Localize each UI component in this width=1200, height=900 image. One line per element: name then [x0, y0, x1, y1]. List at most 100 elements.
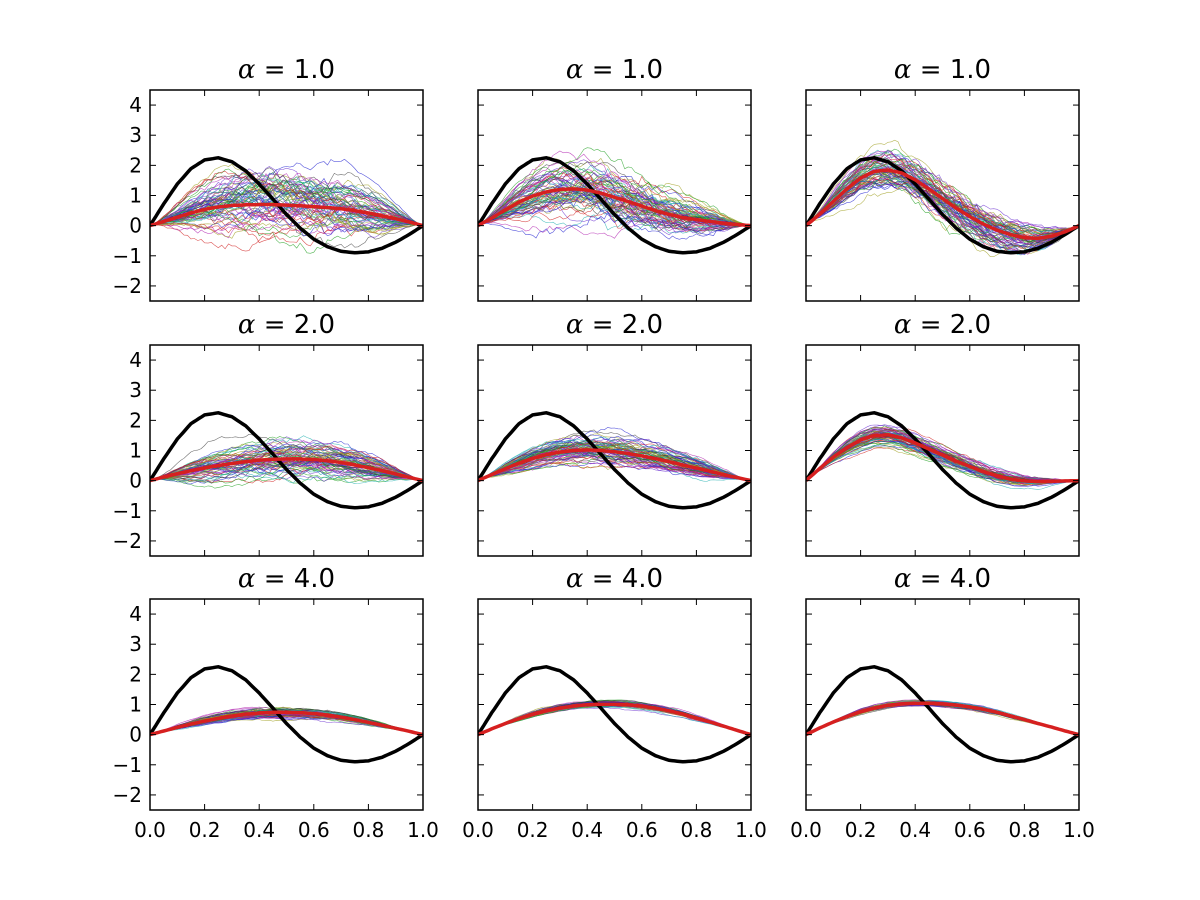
sample-curve [150, 465, 423, 482]
y-tick-label: 3 [129, 378, 142, 402]
sample-curve [806, 704, 1079, 735]
title-alpha-value: = 2.0 [583, 310, 663, 340]
mean-curve [150, 710, 423, 737]
y-tick-label: 4 [129, 602, 142, 626]
sample-curve [806, 704, 1079, 735]
subplot-3-1: 0.0 0.2 0.4 0.6 0.8 1.0 4 3 2 1 0 −1 −2 α = 4.0 [113, 564, 439, 842]
y-tick-label: −1 [113, 244, 142, 268]
title-alpha-symbol: α [238, 310, 256, 340]
sample-curve [478, 179, 751, 226]
sample-curve [478, 440, 751, 481]
sample-curve [478, 178, 751, 228]
y-tick-label: 1 [129, 439, 142, 463]
x-tick-label: 0.0 [462, 818, 494, 842]
sample-curve [806, 157, 1079, 243]
x-tick-label: 0.8 [352, 818, 384, 842]
x-tick-label: 1.0 [407, 818, 439, 842]
sample-curves [478, 147, 751, 240]
y-tick-label: 3 [129, 123, 142, 147]
subplot-title: α = 2.0 [894, 310, 991, 340]
true-function-curve [478, 665, 751, 764]
sample-curve [150, 176, 423, 226]
sample-curve [478, 179, 751, 230]
true-function-curve [806, 156, 1079, 255]
title-alpha-symbol: α [894, 310, 912, 340]
sample-curve [806, 703, 1079, 735]
sample-curve [478, 196, 751, 227]
sample-curve [150, 177, 423, 226]
true-function-curve [478, 411, 751, 510]
x-tick-label: 0.6 [954, 818, 986, 842]
sample-curve [478, 449, 751, 481]
y-tick-label: 4 [129, 348, 142, 372]
y-tick-label: −2 [113, 529, 142, 553]
sample-curve [806, 704, 1079, 735]
sample-curve [806, 704, 1079, 735]
sample-curve [478, 186, 751, 227]
true-function-curve [806, 665, 1079, 764]
title-alpha-symbol: α [894, 564, 912, 594]
title-alpha-value: = 4.0 [583, 564, 663, 594]
sample-curve [806, 442, 1079, 484]
sample-curve [806, 162, 1079, 235]
mean-curve [478, 702, 751, 737]
sample-curve [478, 167, 751, 230]
y-tick-label: 3 [129, 632, 142, 656]
sample-curve [478, 173, 751, 226]
subplot-1-3: α = 1.0 [805, 55, 1080, 302]
sample-curve [806, 166, 1079, 242]
sample-curve [478, 195, 751, 226]
sample-curves [150, 433, 423, 489]
y-tick-label: 0 [129, 469, 142, 493]
sample-curve [478, 194, 751, 226]
title-alpha-symbol: α [566, 564, 584, 594]
subplot-title: α = 4.0 [894, 564, 991, 594]
y-tick-label: −2 [113, 274, 142, 298]
x-tick-label: 0.2 [517, 818, 549, 842]
true-function-curve [150, 411, 423, 510]
sample-curve [806, 703, 1079, 735]
sample-curve [150, 158, 423, 226]
y-tick-label: 2 [129, 408, 142, 432]
title-alpha-value: = 1.0 [911, 55, 991, 85]
mean-curve [806, 168, 1079, 241]
subplot-title: α = 2.0 [566, 310, 663, 340]
subplot-title: α = 4.0 [566, 564, 663, 594]
sample-curve [806, 437, 1079, 486]
sample-curve [806, 705, 1079, 735]
x-tick-label: 1.0 [735, 818, 767, 842]
sample-curve [150, 174, 423, 226]
sample-curve [150, 206, 423, 230]
x-tick-label: 0.4 [571, 818, 603, 842]
sample-curve [150, 448, 423, 481]
sample-curve [478, 443, 751, 481]
sample-curve [806, 704, 1079, 735]
x-tick-label: 0.2 [845, 818, 877, 842]
axes-frame [149, 89, 424, 302]
sample-curve [150, 453, 423, 482]
sample-curve [150, 205, 423, 231]
mean-curve [806, 701, 1079, 737]
title-alpha-symbol: α [566, 310, 584, 340]
sample-curve [150, 182, 423, 226]
x-tick-label: 0.8 [680, 818, 712, 842]
subplot-title: α = 1.0 [894, 55, 991, 85]
sample-curves [806, 424, 1079, 490]
sample-curve [150, 197, 423, 226]
mean-curve [478, 187, 751, 228]
mean-curve [150, 457, 423, 483]
title-alpha-symbol: α [238, 564, 256, 594]
sample-curve [806, 704, 1079, 735]
y-tick-label: −1 [113, 499, 142, 523]
title-alpha-value: = 4.0 [255, 564, 335, 594]
sample-curve [806, 704, 1079, 735]
y-tick-label: 0 [129, 214, 142, 238]
sample-curve [806, 171, 1079, 250]
sample-curve [150, 440, 423, 481]
y-tick-label: 0 [129, 723, 142, 747]
title-alpha-value: = 2.0 [255, 310, 335, 340]
sample-curve [150, 182, 423, 226]
y-tick-label: 1 [129, 693, 142, 717]
